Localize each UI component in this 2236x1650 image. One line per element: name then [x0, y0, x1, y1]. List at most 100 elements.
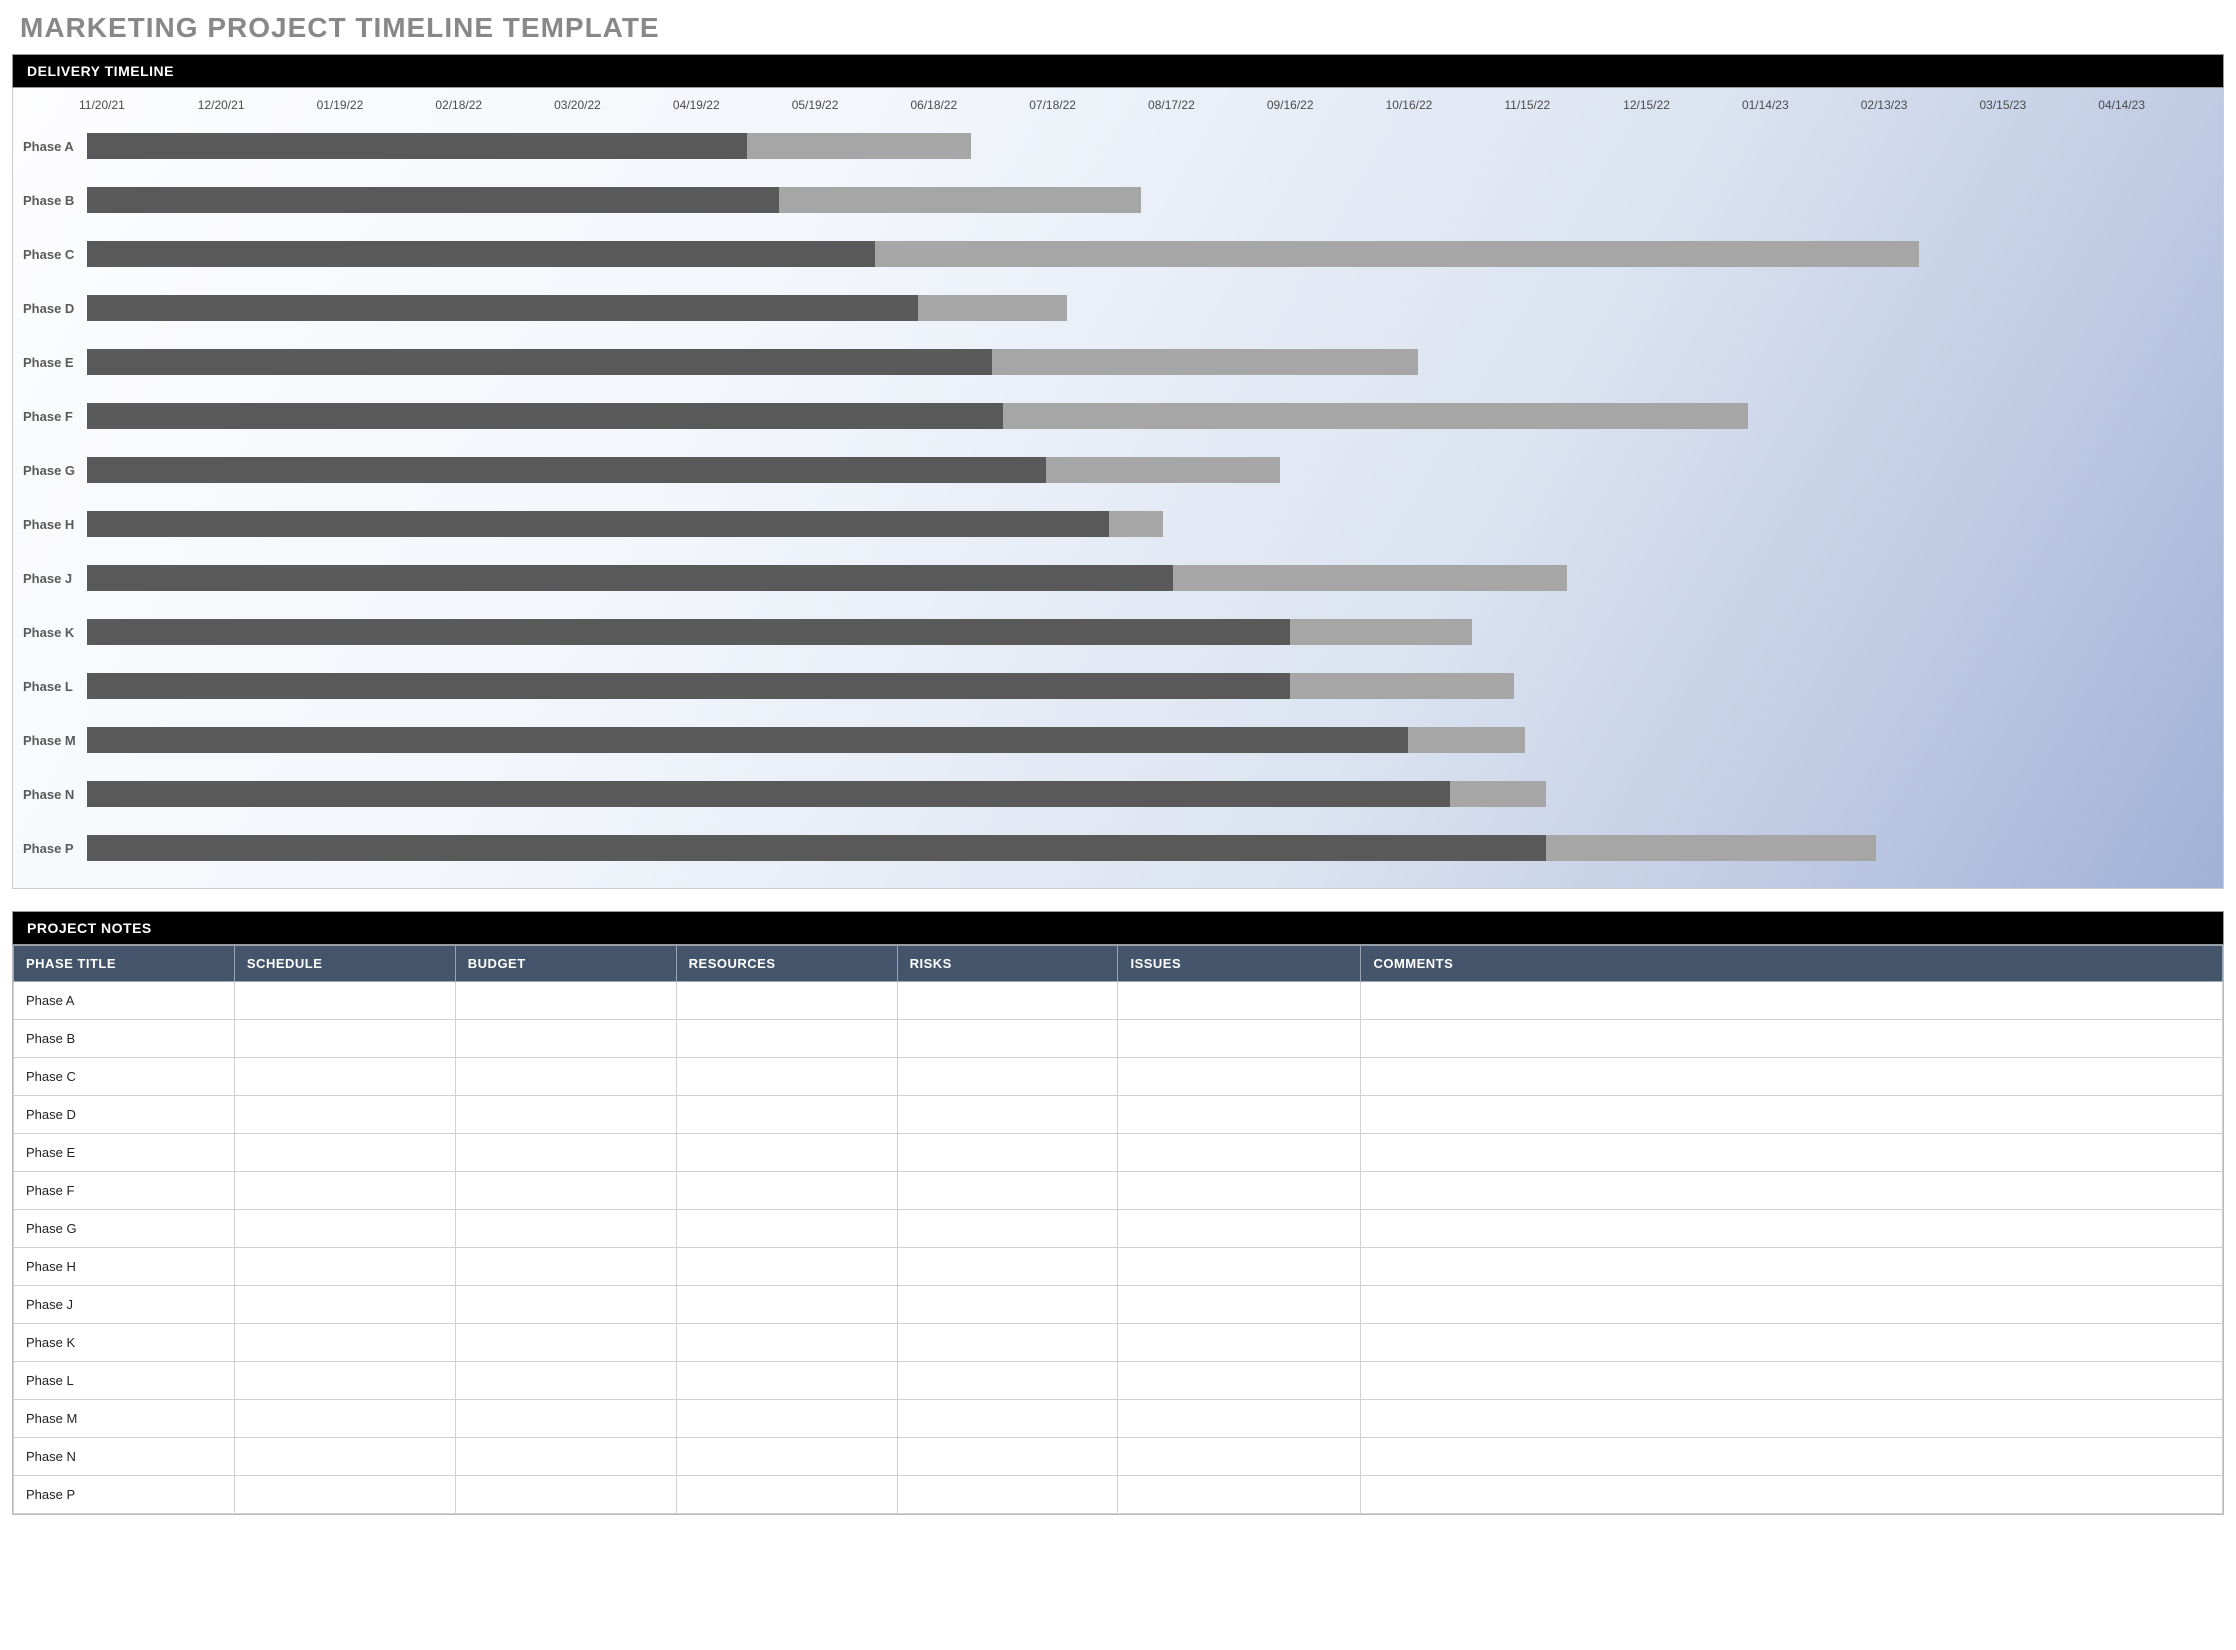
notes-cell-phase_title[interactable]: Phase B: [14, 1020, 235, 1058]
notes-cell-resources[interactable]: [676, 1210, 897, 1248]
notes-cell-phase_title[interactable]: Phase G: [14, 1210, 235, 1248]
notes-cell-phase_title[interactable]: Phase P: [14, 1476, 235, 1514]
notes-cell-resources[interactable]: [676, 1324, 897, 1362]
notes-cell-budget[interactable]: [455, 1172, 676, 1210]
gantt-row: Phase P: [19, 828, 2217, 868]
notes-cell-schedule[interactable]: [234, 1058, 455, 1096]
notes-cell-schedule[interactable]: [234, 1362, 455, 1400]
notes-cell-budget[interactable]: [455, 1020, 676, 1058]
notes-cell-schedule[interactable]: [234, 1210, 455, 1248]
notes-cell-resources[interactable]: [676, 1020, 897, 1058]
notes-cell-issues[interactable]: [1118, 1324, 1361, 1362]
notes-cell-comments[interactable]: [1361, 1020, 2223, 1058]
notes-cell-risks[interactable]: [897, 1286, 1118, 1324]
notes-cell-resources[interactable]: [676, 982, 897, 1020]
notes-cell-issues[interactable]: [1118, 1400, 1361, 1438]
notes-cell-schedule[interactable]: [234, 1020, 455, 1058]
notes-cell-issues[interactable]: [1118, 1058, 1361, 1096]
notes-cell-risks[interactable]: [897, 1134, 1118, 1172]
notes-cell-resources[interactable]: [676, 1362, 897, 1400]
notes-cell-schedule[interactable]: [234, 1438, 455, 1476]
notes-cell-budget[interactable]: [455, 1096, 676, 1134]
notes-cell-budget[interactable]: [455, 1438, 676, 1476]
notes-cell-issues[interactable]: [1118, 1362, 1361, 1400]
notes-cell-budget[interactable]: [455, 1476, 676, 1514]
notes-cell-budget[interactable]: [455, 982, 676, 1020]
notes-cell-comments[interactable]: [1361, 1362, 2223, 1400]
notes-cell-schedule[interactable]: [234, 1476, 455, 1514]
notes-cell-resources[interactable]: [676, 1058, 897, 1096]
notes-cell-risks[interactable]: [897, 982, 1118, 1020]
notes-cell-budget[interactable]: [455, 1400, 676, 1438]
notes-cell-schedule[interactable]: [234, 982, 455, 1020]
notes-cell-risks[interactable]: [897, 1476, 1118, 1514]
notes-cell-phase_title[interactable]: Phase F: [14, 1172, 235, 1210]
notes-cell-schedule[interactable]: [234, 1400, 455, 1438]
notes-cell-phase_title[interactable]: Phase M: [14, 1400, 235, 1438]
notes-cell-comments[interactable]: [1361, 1248, 2223, 1286]
timeline-section-header: DELIVERY TIMELINE: [12, 54, 2224, 88]
notes-cell-budget[interactable]: [455, 1058, 676, 1096]
notes-cell-schedule[interactable]: [234, 1096, 455, 1134]
notes-cell-resources[interactable]: [676, 1248, 897, 1286]
notes-cell-comments[interactable]: [1361, 1210, 2223, 1248]
notes-cell-issues[interactable]: [1118, 1172, 1361, 1210]
notes-cell-resources[interactable]: [676, 1134, 897, 1172]
notes-cell-budget[interactable]: [455, 1286, 676, 1324]
notes-cell-phase_title[interactable]: Phase A: [14, 982, 235, 1020]
notes-cell-resources[interactable]: [676, 1476, 897, 1514]
notes-cell-risks[interactable]: [897, 1172, 1118, 1210]
notes-cell-comments[interactable]: [1361, 1134, 2223, 1172]
notes-cell-issues[interactable]: [1118, 1286, 1361, 1324]
notes-cell-resources[interactable]: [676, 1438, 897, 1476]
notes-cell-phase_title[interactable]: Phase L: [14, 1362, 235, 1400]
notes-cell-schedule[interactable]: [234, 1172, 455, 1210]
notes-cell-comments[interactable]: [1361, 1058, 2223, 1096]
notes-cell-comments[interactable]: [1361, 1324, 2223, 1362]
notes-cell-risks[interactable]: [897, 1362, 1118, 1400]
notes-cell-risks[interactable]: [897, 1020, 1118, 1058]
notes-cell-phase_title[interactable]: Phase D: [14, 1096, 235, 1134]
notes-cell-resources[interactable]: [676, 1400, 897, 1438]
notes-cell-issues[interactable]: [1118, 1248, 1361, 1286]
notes-cell-risks[interactable]: [897, 1058, 1118, 1096]
notes-cell-risks[interactable]: [897, 1400, 1118, 1438]
notes-cell-budget[interactable]: [455, 1362, 676, 1400]
notes-cell-comments[interactable]: [1361, 982, 2223, 1020]
notes-cell-schedule[interactable]: [234, 1286, 455, 1324]
notes-cell-comments[interactable]: [1361, 1286, 2223, 1324]
notes-cell-issues[interactable]: [1118, 1134, 1361, 1172]
notes-cell-budget[interactable]: [455, 1210, 676, 1248]
notes-cell-resources[interactable]: [676, 1172, 897, 1210]
notes-cell-budget[interactable]: [455, 1324, 676, 1362]
notes-cell-risks[interactable]: [897, 1248, 1118, 1286]
notes-cell-risks[interactable]: [897, 1438, 1118, 1476]
notes-cell-schedule[interactable]: [234, 1134, 455, 1172]
notes-cell-risks[interactable]: [897, 1096, 1118, 1134]
notes-cell-comments[interactable]: [1361, 1438, 2223, 1476]
notes-cell-comments[interactable]: [1361, 1400, 2223, 1438]
notes-cell-risks[interactable]: [897, 1324, 1118, 1362]
notes-cell-phase_title[interactable]: Phase K: [14, 1324, 235, 1362]
notes-cell-phase_title[interactable]: Phase E: [14, 1134, 235, 1172]
notes-cell-resources[interactable]: [676, 1286, 897, 1324]
notes-cell-phase_title[interactable]: Phase J: [14, 1286, 235, 1324]
notes-cell-comments[interactable]: [1361, 1096, 2223, 1134]
notes-cell-phase_title[interactable]: Phase N: [14, 1438, 235, 1476]
notes-cell-comments[interactable]: [1361, 1476, 2223, 1514]
notes-cell-issues[interactable]: [1118, 1210, 1361, 1248]
notes-cell-issues[interactable]: [1118, 1438, 1361, 1476]
notes-cell-issues[interactable]: [1118, 1096, 1361, 1134]
notes-cell-risks[interactable]: [897, 1210, 1118, 1248]
notes-cell-phase_title[interactable]: Phase H: [14, 1248, 235, 1286]
notes-cell-budget[interactable]: [455, 1134, 676, 1172]
notes-cell-budget[interactable]: [455, 1248, 676, 1286]
notes-cell-comments[interactable]: [1361, 1172, 2223, 1210]
notes-cell-schedule[interactable]: [234, 1324, 455, 1362]
notes-cell-issues[interactable]: [1118, 982, 1361, 1020]
notes-cell-phase_title[interactable]: Phase C: [14, 1058, 235, 1096]
notes-cell-issues[interactable]: [1118, 1020, 1361, 1058]
notes-cell-issues[interactable]: [1118, 1476, 1361, 1514]
notes-cell-resources[interactable]: [676, 1096, 897, 1134]
notes-cell-schedule[interactable]: [234, 1248, 455, 1286]
